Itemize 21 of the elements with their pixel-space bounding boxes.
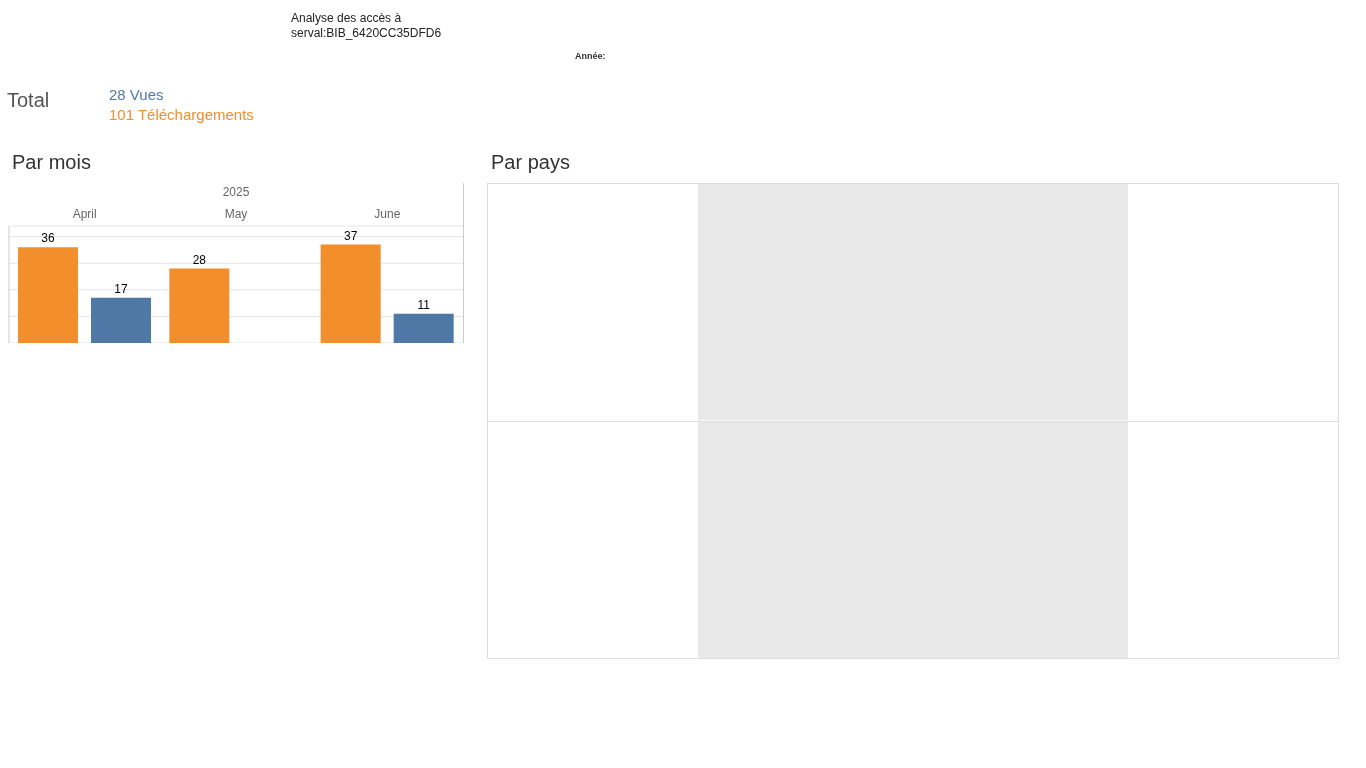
text: 101 Téléchargements — [109, 105, 254, 124]
data-label: 28 — [192, 252, 207, 267]
bar — [91, 297, 151, 343]
data-label: 36 — [41, 231, 55, 246]
text: Analyse des accès à serval:BIB_6420CC35DFD6 — [291, 11, 442, 41]
data-label: 17 — [114, 281, 128, 296]
text: Total — [7, 88, 50, 112]
chart-title: Par mois — [12, 150, 91, 174]
x-axis-title: 2025 — [222, 184, 250, 199]
bar — [320, 244, 381, 343]
bar — [18, 247, 78, 343]
x-tick-label: June — [374, 207, 401, 221]
text: Par pays — [491, 150, 570, 174]
text: Année: — [575, 51, 606, 61]
x-tick-label: May — [224, 207, 248, 221]
bar — [169, 268, 230, 343]
text: 28 Vues — [109, 85, 164, 104]
data-label: 11 — [417, 297, 431, 312]
data-label: 37 — [343, 228, 358, 243]
x-tick-label: April — [72, 207, 97, 221]
bar — [393, 313, 454, 343]
